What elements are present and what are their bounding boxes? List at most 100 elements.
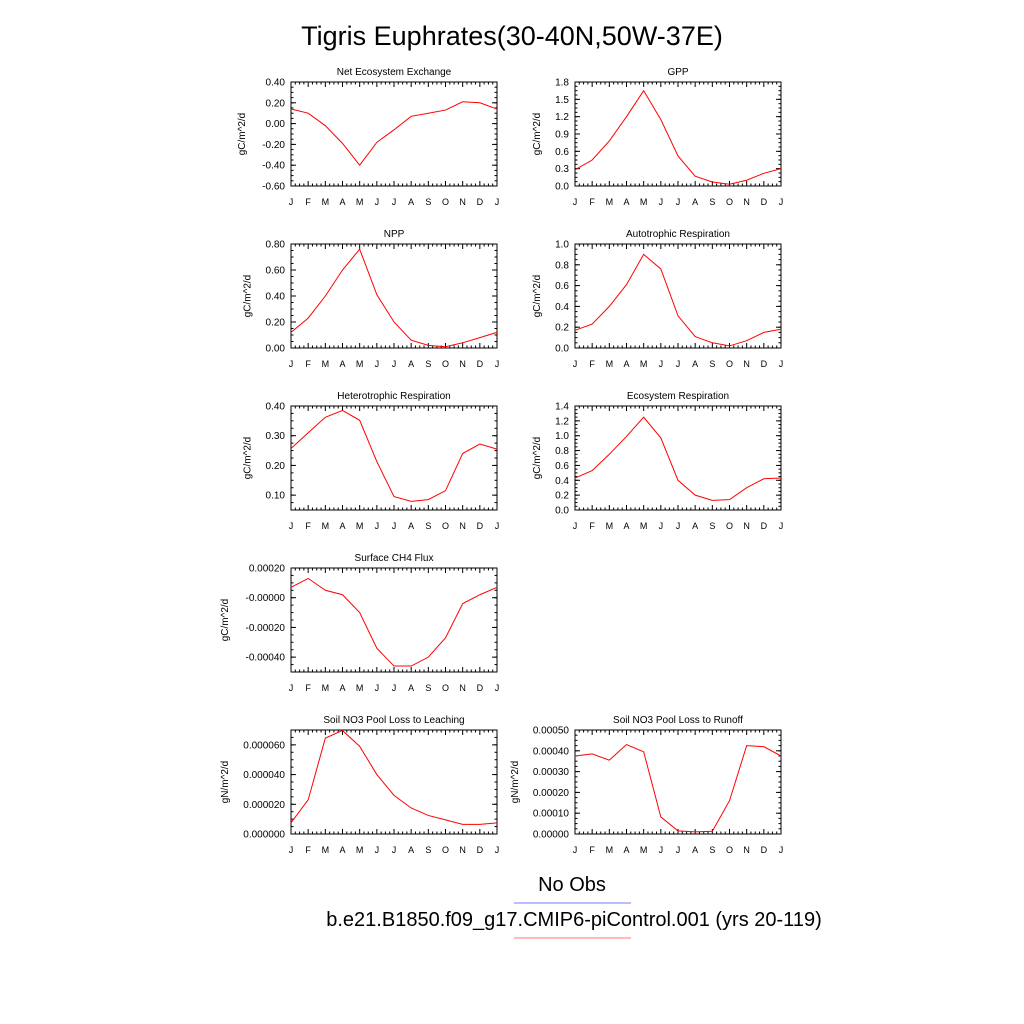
- x-tick-label: M: [322, 521, 330, 531]
- legend-entry-model: b.e21.B1850.f09_g17.CMIP6-piControl.001 …: [326, 909, 821, 931]
- y-tick-label: -0.00040: [246, 653, 286, 664]
- y-tick-label: -0.00020: [246, 623, 286, 634]
- y-axis-label: gN/m^2/d: [510, 761, 521, 804]
- x-tick-label: M: [606, 359, 614, 369]
- x-tick-label: D: [477, 683, 484, 693]
- x-tick-label: A: [692, 845, 698, 855]
- x-tick-label: O: [442, 359, 449, 369]
- x-tick-label: D: [477, 197, 484, 207]
- x-tick-label: A: [339, 359, 345, 369]
- x-tick-label: J: [495, 845, 500, 855]
- y-tick-label: 0.00: [266, 119, 286, 130]
- x-tick-label: S: [709, 359, 715, 369]
- y-tick-label: 0.60: [266, 266, 286, 277]
- y-tick-label: 0.2: [555, 491, 569, 502]
- plot-frame: [290, 567, 498, 673]
- panel-title-heterotrophic-respiration: Heterotrophic Respiration: [337, 391, 450, 402]
- x-tick-label: A: [408, 683, 414, 693]
- x-tick-label: J: [392, 845, 397, 855]
- x-tick-label: J: [289, 359, 294, 369]
- x-tick-label: F: [589, 521, 595, 531]
- x-tick-label: A: [692, 197, 698, 207]
- x-tick-label: A: [408, 521, 414, 531]
- x-tick-label: F: [305, 359, 311, 369]
- y-tick-label: 1.4: [555, 402, 569, 413]
- x-tick-label: D: [477, 359, 484, 369]
- series-line-ecosystem-respiration: [574, 416, 782, 501]
- x-tick-label: M: [606, 845, 614, 855]
- x-tick-label: A: [623, 845, 629, 855]
- panel-title-npp: NPP: [384, 229, 405, 240]
- x-tick-label: J: [289, 521, 294, 531]
- x-tick-label: S: [425, 359, 431, 369]
- panel-title-surface-ch4-flux: Surface CH4 Flux: [355, 553, 434, 564]
- y-tick-label: 0.00020: [533, 788, 570, 799]
- plot-frame: [290, 405, 498, 511]
- y-tick-label: 0.8: [555, 446, 569, 457]
- x-tick-label: D: [761, 845, 768, 855]
- x-tick-label: O: [442, 683, 449, 693]
- y-tick-label: 0.0: [555, 182, 569, 193]
- legend: No Obs b.e21.B1850.f09_g17.CMIP6-piContr…: [326, 874, 822, 939]
- x-tick-label: M: [322, 683, 330, 693]
- x-tick-label: D: [761, 359, 768, 369]
- x-tick-label: J: [676, 521, 681, 531]
- x-tick-label: J: [289, 197, 294, 207]
- x-tick-label: A: [692, 521, 698, 531]
- x-tick-label: S: [709, 197, 715, 207]
- x-tick-label: A: [339, 683, 345, 693]
- x-tick-label: M: [640, 359, 648, 369]
- x-tick-label: O: [726, 197, 733, 207]
- x-tick-label: N: [459, 359, 466, 369]
- plot-frame: [290, 729, 498, 835]
- plot-frame: [290, 243, 498, 349]
- panel-title-net-ecosystem-exchange: Net Ecosystem Exchange: [337, 67, 452, 78]
- x-tick-label: J: [495, 197, 500, 207]
- y-tick-label: 0.4: [555, 476, 569, 487]
- x-tick-label: J: [779, 359, 784, 369]
- y-tick-label: 1.5: [555, 95, 569, 106]
- x-tick-label: A: [692, 359, 698, 369]
- panel-title-soil-no3-pool-loss-to-runoff: Soil NO3 Pool Loss to Runoff: [613, 715, 743, 726]
- y-tick-label: 0.10: [266, 491, 286, 502]
- x-tick-label: N: [743, 359, 750, 369]
- y-axis-label: gC/m^2/d: [243, 275, 254, 318]
- y-tick-label: 0.00050: [533, 726, 570, 737]
- x-tick-label: N: [743, 197, 750, 207]
- x-tick-label: M: [356, 845, 364, 855]
- x-tick-label: J: [659, 521, 664, 531]
- x-tick-label: J: [375, 359, 380, 369]
- plot-frame: [290, 81, 498, 187]
- x-tick-label: J: [676, 359, 681, 369]
- x-tick-label: A: [339, 197, 345, 207]
- y-tick-label: 0.20: [266, 98, 286, 109]
- series-line-net-ecosystem-exchange: [290, 101, 498, 167]
- x-tick-label: J: [392, 197, 397, 207]
- x-tick-label: A: [623, 359, 629, 369]
- x-tick-label: D: [477, 521, 484, 531]
- plot-frame: [574, 81, 782, 187]
- x-tick-label: O: [442, 845, 449, 855]
- x-tick-label: D: [761, 521, 768, 531]
- x-tick-label: N: [743, 845, 750, 855]
- panel-title-ecosystem-respiration: Ecosystem Respiration: [627, 391, 729, 402]
- x-tick-label: M: [356, 197, 364, 207]
- x-tick-label: M: [640, 521, 648, 531]
- y-tick-label: 1.0: [555, 240, 569, 251]
- x-tick-label: F: [305, 197, 311, 207]
- y-tick-label: -0.60: [262, 182, 285, 193]
- x-tick-label: A: [623, 197, 629, 207]
- x-tick-label: O: [726, 359, 733, 369]
- y-tick-label: 0.2: [555, 323, 569, 334]
- panel-title-soil-no3-pool-loss-to-leaching: Soil NO3 Pool Loss to Leaching: [323, 715, 464, 726]
- x-tick-label: S: [425, 197, 431, 207]
- series-line-npp: [290, 248, 498, 348]
- x-tick-label: J: [495, 521, 500, 531]
- x-tick-label: F: [589, 197, 595, 207]
- x-tick-label: J: [375, 521, 380, 531]
